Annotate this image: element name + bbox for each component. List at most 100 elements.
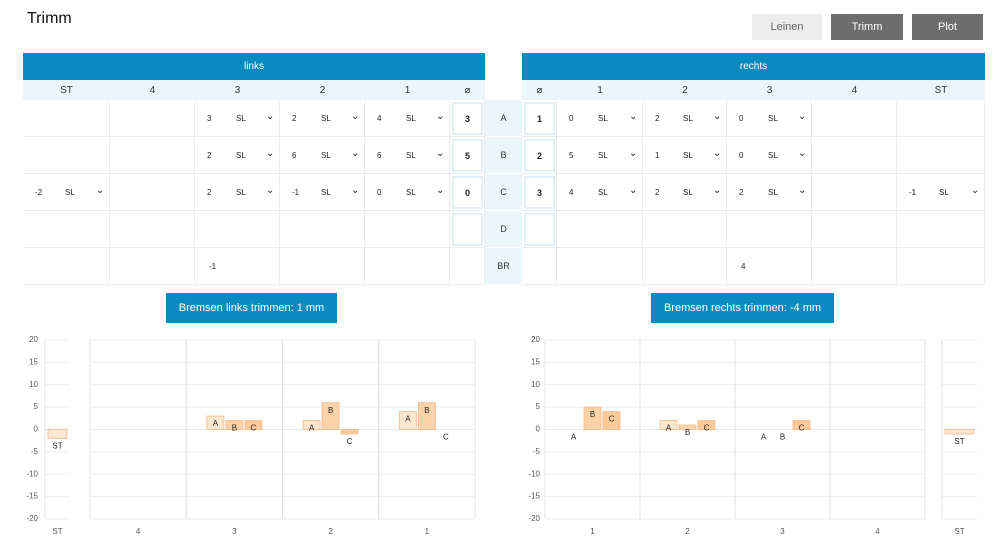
average-input[interactable] (452, 213, 483, 246)
sl-select[interactable]: 4 SL ⌄ (365, 100, 450, 137)
chevron-icon: ⌄ (629, 111, 638, 122)
bar-label: A (761, 433, 767, 442)
sl-select[interactable]: 0 SL ⌄ (365, 174, 450, 211)
column-header: ⌀ (522, 80, 557, 100)
table-cell (280, 211, 365, 248)
column-header: ⌀ (450, 80, 485, 100)
sl-select[interactable]: 2 SL ⌄ (280, 100, 365, 137)
table-header: rechts (522, 53, 985, 80)
sl-select[interactable]: 0 SL ⌄ (727, 100, 812, 137)
table-cell (897, 211, 985, 248)
bar (302, 420, 321, 430)
sl-select[interactable]: 1 SL ⌄ (643, 137, 727, 174)
table-cell (812, 248, 897, 285)
trim-button[interactable]: Bremsen rechts trimmen: -4 mm (651, 293, 834, 323)
sl-select[interactable]: 6 SL ⌄ (365, 137, 450, 174)
sl-select[interactable]: 2 SL ⌄ (643, 174, 727, 211)
select-value: 0 (739, 114, 744, 123)
trim-button[interactable]: Bremsen links trimmen: 1 mm (166, 293, 337, 323)
select-unit: SL (768, 188, 778, 197)
table-cell: 5 SL ⌄ (557, 137, 643, 174)
table-cell (450, 211, 485, 248)
table-cell (23, 137, 110, 174)
nav-button[interactable]: Leinen (752, 14, 822, 40)
average-input[interactable] (524, 102, 555, 135)
table-cell (110, 248, 195, 285)
row-label: D (485, 211, 522, 248)
table-cell (727, 211, 812, 248)
average-input[interactable] (452, 102, 483, 135)
sl-select[interactable]: 2 SL ⌄ (195, 174, 280, 211)
column-header: 3 (727, 80, 812, 100)
select-value: 2 (739, 188, 744, 197)
select-value: 1 (655, 151, 660, 160)
sl-select[interactable]: 4 SL ⌄ (557, 174, 643, 211)
average-input[interactable] (452, 176, 483, 209)
table-cell: 2 SL ⌄ (727, 174, 812, 211)
select-value: 3 (207, 114, 212, 123)
table-cell (522, 248, 557, 285)
select-unit: SL (598, 151, 608, 160)
sl-select[interactable]: -1 SL ⌄ (897, 174, 985, 211)
bar-label: B (780, 433, 785, 442)
table-cell (110, 100, 195, 137)
sl-select[interactable]: 0 SL ⌄ (727, 137, 812, 174)
y-tick-label: 5 (536, 402, 541, 411)
bar-label: C (609, 415, 615, 424)
table-cell: 0 SL ⌄ (557, 100, 643, 137)
average-value: 2 (536, 150, 542, 161)
column-header: 1 (557, 80, 643, 100)
x-tick-label: 3 (232, 527, 237, 536)
average-input[interactable] (452, 139, 483, 172)
y-tick-label: -5 (533, 447, 541, 456)
table-cell (897, 100, 985, 137)
sl-select[interactable]: -1 SL ⌄ (280, 174, 365, 211)
y-tick-label: -20 (528, 514, 540, 523)
cell-value: -1 (209, 262, 217, 271)
table-cell (643, 211, 727, 248)
y-tick-label: 15 (29, 357, 38, 366)
nav-button[interactable]: Plot (912, 14, 983, 40)
y-tick-label: -10 (528, 469, 540, 478)
average-input[interactable] (524, 176, 555, 209)
bar-label: B (590, 410, 595, 419)
average-input[interactable] (524, 213, 555, 246)
x-tick-label: 2 (328, 527, 333, 536)
table-cell: 2 SL ⌄ (195, 174, 280, 211)
bar (340, 429, 359, 435)
sl-select[interactable]: 6 SL ⌄ (280, 137, 365, 174)
average-input[interactable] (524, 139, 555, 172)
table-cell (897, 137, 985, 174)
table-cell (450, 248, 485, 285)
sl-select[interactable]: 5 SL ⌄ (557, 137, 643, 174)
table-cell (812, 211, 897, 248)
bar (697, 420, 716, 430)
sl-select[interactable]: 3 SL ⌄ (195, 100, 280, 137)
table-cell: 0 SL ⌄ (365, 174, 450, 211)
chevron-icon: ⌄ (436, 148, 445, 159)
select-value: -1 (292, 188, 300, 197)
y-tick-label: 15 (531, 357, 540, 366)
column-header: 2 (280, 80, 365, 100)
table-cell: 2 (522, 137, 557, 174)
nav-button[interactable]: Trimm (831, 14, 903, 40)
table-cell: 2 SL ⌄ (195, 137, 280, 174)
bar-label: B (685, 428, 690, 437)
sl-select[interactable]: 2 SL ⌄ (195, 137, 280, 174)
sl-select[interactable]: 0 SL ⌄ (557, 100, 643, 137)
y-tick-label: -5 (31, 447, 39, 456)
sl-select[interactable]: 2 SL ⌄ (643, 100, 727, 137)
y-tick-label: 0 (536, 425, 541, 434)
chevron-icon: ⌄ (713, 185, 722, 196)
table-cell: 2 SL ⌄ (643, 174, 727, 211)
x-tick-label: ST (954, 527, 964, 536)
table-cell: 0 (450, 174, 485, 211)
select-unit: SL (321, 114, 331, 123)
sl-select[interactable]: 2 SL ⌄ (727, 174, 812, 211)
x-tick-label: 1 (425, 527, 430, 536)
table-cell (812, 137, 897, 174)
table-cell: 5 (450, 137, 485, 174)
bar-label: ST (954, 437, 964, 446)
select-unit: SL (683, 151, 693, 160)
sl-select[interactable]: -2 SL ⌄ (23, 174, 110, 211)
